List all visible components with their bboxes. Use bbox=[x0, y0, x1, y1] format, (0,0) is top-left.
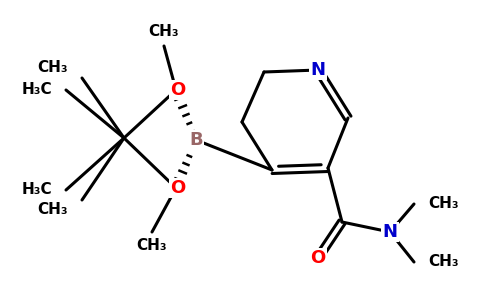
Text: CH₃: CH₃ bbox=[37, 202, 68, 217]
Text: H₃C: H₃C bbox=[21, 182, 52, 197]
Text: O: O bbox=[170, 81, 186, 99]
Text: O: O bbox=[310, 249, 326, 267]
Text: CH₃: CH₃ bbox=[149, 25, 179, 40]
Text: H₃C: H₃C bbox=[21, 82, 52, 98]
Text: CH₃: CH₃ bbox=[136, 238, 167, 253]
Text: N: N bbox=[311, 61, 326, 79]
Text: N: N bbox=[382, 223, 397, 241]
Text: CH₃: CH₃ bbox=[428, 196, 459, 211]
Text: CH₃: CH₃ bbox=[428, 254, 459, 269]
Text: O: O bbox=[170, 179, 186, 197]
Text: B: B bbox=[189, 131, 203, 149]
Text: CH₃: CH₃ bbox=[37, 61, 68, 76]
